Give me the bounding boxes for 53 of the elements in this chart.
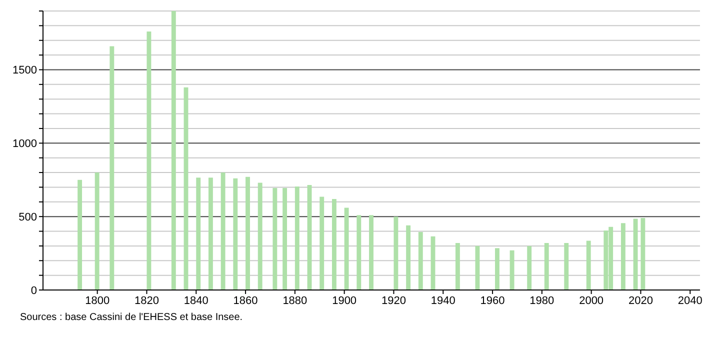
bar: [564, 243, 569, 290]
x-tick-label: 2040: [678, 294, 702, 307]
bar: [544, 243, 549, 290]
bar: [110, 46, 114, 290]
bar: [332, 198, 336, 290]
bar: [307, 185, 312, 290]
x-tick-label: 1800: [85, 294, 110, 307]
bar: [294, 186, 300, 290]
bar: [184, 87, 188, 290]
bar: [246, 176, 250, 290]
bar: [633, 218, 638, 290]
x-tick-label: 1920: [381, 294, 406, 307]
bar: [356, 215, 362, 290]
x-tick-label: 1940: [430, 294, 456, 307]
bar: [208, 178, 213, 290]
bar: [272, 188, 278, 290]
y-tick-label: 1500: [12, 64, 37, 77]
x-tick-label: 1900: [332, 294, 357, 307]
y-tick-label: 500: [18, 211, 37, 224]
x-tick-label: 1960: [480, 294, 505, 307]
bar: [94, 172, 100, 290]
bar: [527, 246, 532, 290]
bar: [510, 250, 514, 290]
x-tick-label: 1880: [282, 294, 308, 307]
bar: [369, 215, 374, 290]
bar: [494, 248, 500, 290]
bar: [586, 240, 591, 290]
bar: [320, 196, 324, 290]
bar: [394, 216, 398, 290]
bar: [475, 246, 480, 290]
y-tick-label: 0: [30, 284, 37, 297]
x-tick-label: 1860: [233, 294, 258, 307]
x-tick-label: 2000: [579, 294, 604, 307]
y-tick-label: 1000: [12, 138, 37, 150]
bar: [78, 180, 82, 290]
bar: [196, 178, 201, 290]
bar: [455, 243, 460, 290]
bar: [640, 218, 646, 290]
bar: [282, 188, 288, 290]
bar: [344, 208, 349, 290]
bar: [406, 225, 411, 290]
bar: [171, 11, 176, 290]
x-tick-label: 1980: [530, 294, 554, 307]
source-note: Sources : base Cassini de l'EHESS et base Insee.: [20, 312, 244, 323]
bar: [146, 32, 152, 290]
bar: [418, 232, 423, 290]
bar: [620, 223, 626, 290]
bar: [258, 182, 262, 290]
bar: [220, 172, 226, 290]
x-tick-label: 2020: [628, 294, 653, 307]
x-tick-label: 1820: [134, 294, 159, 307]
x-tick-label: 1840: [184, 294, 208, 307]
bar: [233, 178, 238, 290]
